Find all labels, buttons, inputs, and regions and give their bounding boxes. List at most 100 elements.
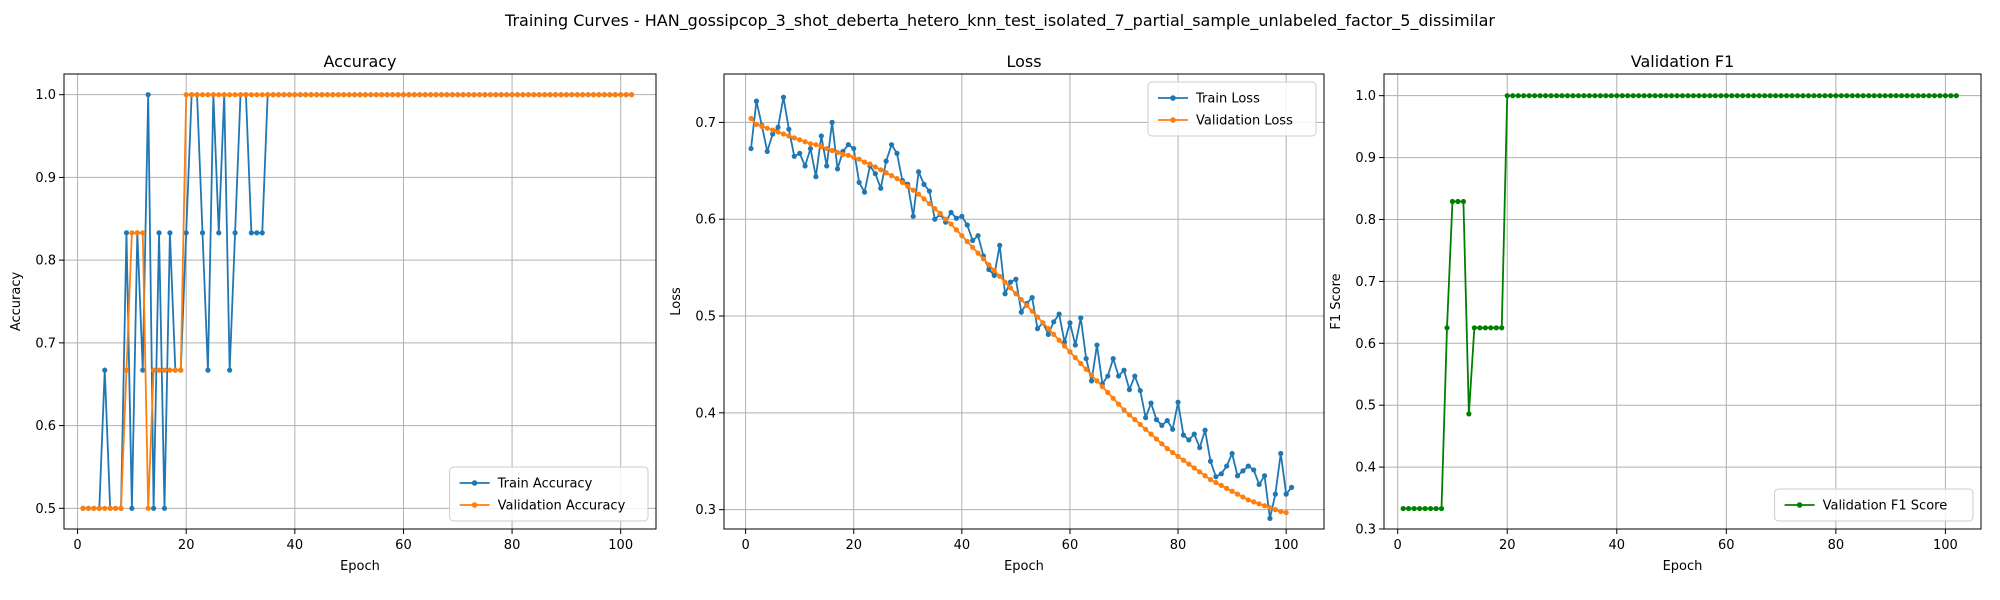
data-point [980, 256, 987, 262]
data-point [1685, 93, 1691, 99]
data-point [1170, 449, 1176, 456]
data-point [1619, 93, 1625, 99]
data-point [1018, 296, 1024, 303]
y-tick-label: 0.8 [1355, 213, 1376, 228]
data-point [905, 183, 911, 189]
data-point [1240, 468, 1246, 474]
data-point [1083, 356, 1089, 362]
data-point [748, 115, 754, 122]
data-point [227, 367, 233, 373]
data-point [797, 137, 803, 143]
data-point [368, 92, 374, 98]
data-point [156, 367, 162, 373]
data-point [254, 230, 260, 236]
data-point [937, 210, 943, 216]
data-point [753, 121, 760, 127]
data-point [775, 129, 781, 135]
data-point [1630, 93, 1636, 99]
data-point [520, 92, 526, 98]
data-point [189, 92, 195, 98]
data-point [1471, 325, 1477, 331]
data-point [1789, 93, 1795, 99]
data-point [797, 150, 803, 156]
series-1 [1400, 93, 1959, 512]
data-point [1267, 515, 1273, 521]
data-point [894, 175, 900, 182]
data-point [80, 505, 86, 511]
data-point [183, 230, 189, 236]
data-point [498, 92, 504, 98]
data-point [1110, 356, 1116, 362]
y-tick-label: 0.5 [1355, 399, 1376, 414]
data-point [123, 230, 130, 236]
data-point [1029, 308, 1035, 314]
data-point [1406, 505, 1412, 512]
data-point [547, 92, 553, 98]
data-point [406, 92, 412, 98]
data-point [1521, 93, 1527, 99]
y-tick-label: 0.4 [695, 406, 716, 421]
data-point [1105, 373, 1111, 379]
y-tick-label: 0.9 [1355, 151, 1376, 166]
data-point [1542, 93, 1549, 99]
data-point [1455, 198, 1461, 205]
data-point [140, 230, 146, 236]
data-point [791, 135, 797, 141]
x-tick-label: 80 [1828, 538, 1845, 553]
data-point [861, 189, 868, 195]
data-point [856, 156, 862, 162]
data-point [780, 131, 787, 137]
legend-swatch-marker [1170, 117, 1176, 123]
data-point [1261, 473, 1268, 479]
legend: Train Loss Validation Loss [1147, 81, 1317, 137]
y-axis-label: Accuracy [9, 272, 24, 332]
data-point [1838, 93, 1844, 99]
data-point [991, 272, 997, 278]
data-point [216, 92, 222, 98]
data-point [975, 233, 981, 239]
data-point [1218, 471, 1224, 477]
data-point [1603, 93, 1609, 99]
data-point [1197, 469, 1203, 475]
data-point [1641, 93, 1647, 99]
y-axis-label: Loss [669, 287, 684, 316]
data-point [1526, 93, 1532, 99]
data-point [802, 139, 808, 145]
x-tick-label: 0 [741, 538, 749, 553]
data-point [113, 505, 119, 511]
data-point [1674, 93, 1680, 99]
data-point [514, 92, 521, 98]
data-point [764, 148, 770, 155]
data-point [1816, 93, 1823, 99]
data-point [460, 92, 466, 98]
data-point [1729, 93, 1735, 99]
data-point [1288, 484, 1295, 490]
data-point [786, 133, 792, 139]
data-point [275, 92, 282, 98]
data-point [883, 170, 889, 176]
data-point [341, 92, 347, 98]
data-point [330, 92, 336, 98]
legend: Validation F1 Score [1774, 488, 1974, 522]
data-point [1213, 479, 1219, 486]
data-point [1164, 417, 1170, 424]
data-point [1007, 285, 1014, 291]
x-tick-label: 80 [1170, 538, 1187, 553]
data-point [118, 505, 124, 511]
data-point [813, 174, 819, 180]
data-point [433, 92, 439, 98]
data-point [1888, 93, 1894, 99]
data-point [1532, 93, 1538, 99]
data-point [1581, 93, 1587, 99]
data-point [1143, 415, 1149, 421]
data-point [959, 233, 965, 239]
data-point [205, 92, 211, 98]
data-point [1422, 505, 1428, 512]
data-point [1207, 458, 1214, 464]
data-point [791, 153, 797, 159]
data-point [953, 227, 960, 233]
data-point [1072, 355, 1078, 361]
data-point [1488, 325, 1494, 331]
series-2 [80, 92, 635, 511]
